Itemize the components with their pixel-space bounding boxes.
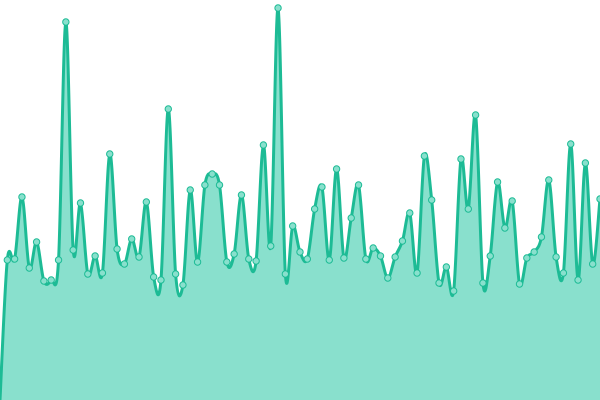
data-point <box>318 183 326 191</box>
data-point <box>149 273 158 281</box>
data-point <box>310 205 319 213</box>
data-point <box>128 235 136 243</box>
data-point <box>406 209 414 217</box>
data-point <box>18 193 26 201</box>
area-fill <box>0 7 600 400</box>
data-point <box>113 245 121 253</box>
data-point <box>530 248 538 256</box>
data-point <box>47 276 55 284</box>
data-point <box>384 274 392 282</box>
data-point <box>201 181 209 189</box>
data-point <box>369 244 377 252</box>
data-point <box>223 258 231 266</box>
data-point <box>281 270 290 278</box>
data-point <box>537 233 546 241</box>
data-point <box>54 256 63 264</box>
data-point <box>413 269 421 277</box>
data-point <box>340 254 348 262</box>
data-point <box>62 18 70 26</box>
data-point <box>428 196 436 204</box>
data-point <box>215 181 224 189</box>
data-point <box>142 198 151 206</box>
data-point <box>288 222 297 230</box>
data-point <box>120 260 129 268</box>
data-point <box>259 141 268 149</box>
data-point <box>106 150 114 158</box>
data-point <box>179 281 187 289</box>
data-point <box>252 257 260 265</box>
data-point <box>574 276 582 284</box>
data-point <box>545 176 553 184</box>
data-point <box>3 256 12 264</box>
data-point <box>25 264 33 272</box>
data-point <box>237 191 246 199</box>
data-point <box>164 105 172 113</box>
area-layer <box>0 7 600 400</box>
data-point <box>515 280 524 288</box>
data-point <box>186 186 194 194</box>
data-point <box>420 152 429 160</box>
data-point <box>98 269 107 277</box>
data-point <box>471 111 480 119</box>
data-point <box>171 270 180 278</box>
data-point <box>391 253 399 261</box>
data-point <box>69 246 77 254</box>
data-point <box>376 252 385 260</box>
data-point <box>493 178 502 186</box>
data-point <box>303 255 312 263</box>
data-point <box>267 242 275 250</box>
data-point <box>193 258 202 266</box>
marker-layer <box>3 4 600 295</box>
data-point <box>84 270 92 278</box>
data-point <box>296 248 304 256</box>
data-point <box>135 253 143 261</box>
data-point <box>588 260 597 268</box>
data-point <box>274 4 282 12</box>
data-point <box>442 263 451 271</box>
data-point <box>230 250 238 258</box>
data-point <box>449 287 458 295</box>
data-point <box>157 276 165 284</box>
data-point <box>325 256 333 264</box>
data-point <box>208 170 216 178</box>
data-point <box>40 277 48 285</box>
data-point <box>508 197 516 205</box>
data-point <box>76 199 85 207</box>
data-point <box>552 253 560 261</box>
data-point <box>362 255 370 263</box>
data-point <box>245 255 253 263</box>
data-point <box>354 181 363 189</box>
data-point <box>332 165 341 173</box>
data-point <box>479 279 487 287</box>
data-point <box>457 155 465 163</box>
data-point <box>398 237 407 245</box>
data-point <box>435 279 443 287</box>
data-point <box>464 205 472 213</box>
data-point <box>501 224 509 232</box>
data-point <box>486 252 494 260</box>
data-point <box>10 255 19 263</box>
data-point <box>581 159 590 167</box>
data-point <box>523 254 531 262</box>
data-point <box>32 238 41 246</box>
data-point <box>347 214 355 222</box>
data-point <box>559 269 568 277</box>
data-point <box>91 252 99 260</box>
data-point <box>567 140 575 148</box>
